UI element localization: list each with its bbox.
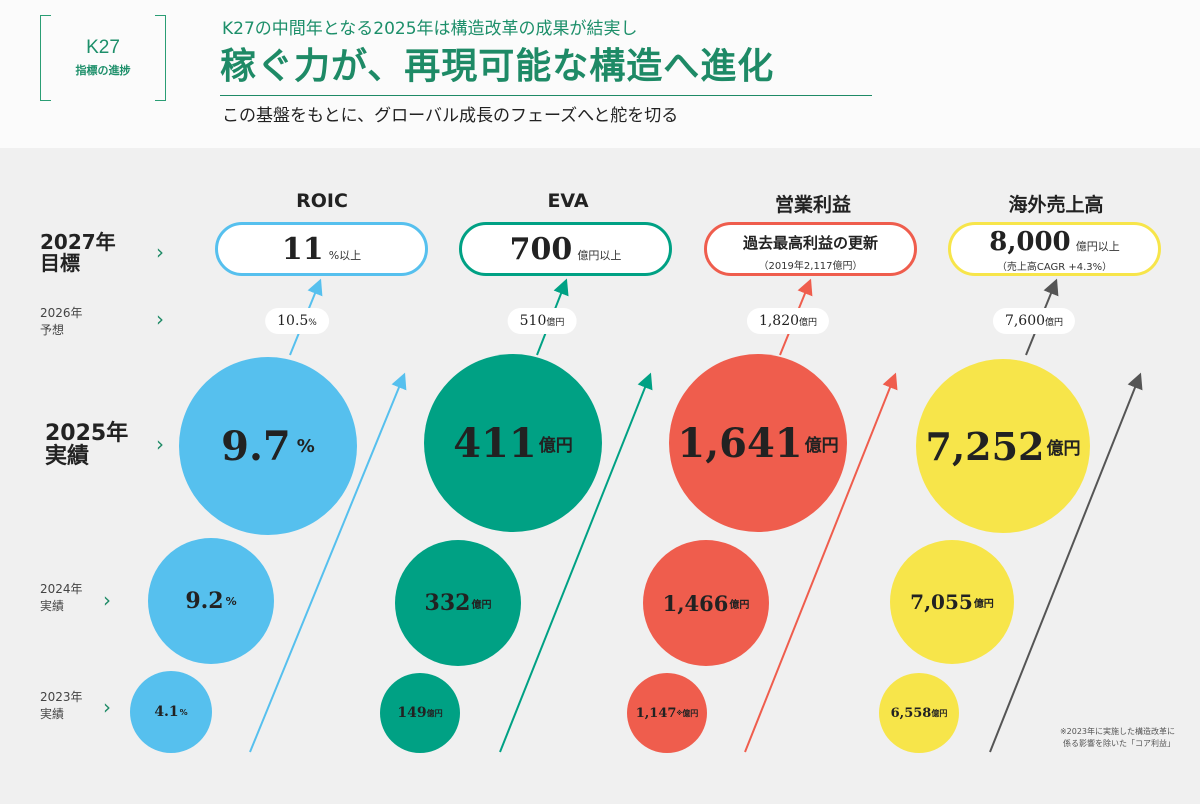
bubble-unit: %: [225, 594, 237, 608]
bubble-value: 1,641: [677, 419, 803, 467]
bubble-eva-2025: 411 億円: [424, 354, 602, 532]
forecast-value: 10.5: [277, 313, 309, 329]
row-label-2023-actual: 2023年 実績: [40, 690, 83, 721]
bubble-unit: 億円: [729, 599, 750, 611]
target-value: 11: [281, 232, 324, 267]
header: K27 指標の進捗 K27の中間年となる2025年は構造改革の成果が結実し 稼ぐ…: [0, 0, 1200, 148]
bubble-unit: 億円: [538, 435, 573, 456]
target-unit: 億円以上: [577, 249, 622, 262]
lead-text: K27の中間年となる2025年は構造改革の成果が結実し: [222, 19, 638, 39]
column-title-roic: ROIC: [296, 190, 348, 212]
forecast-value: 1,820: [758, 313, 800, 329]
bubble-unit: 億円: [931, 708, 948, 718]
op-trend-arrow: [744, 372, 898, 753]
badge-title: K27: [86, 37, 120, 58]
column-title-eva: EVA: [547, 190, 589, 212]
forecast-chip-operating-profit: 1,820億円: [746, 308, 830, 334]
forecast-chip-roic: 10.5%: [265, 308, 329, 334]
bubble-unit: %: [179, 707, 188, 717]
bubble-overseas-sales-2025: 7,252 億円: [916, 359, 1090, 533]
chevron-right-icon: ›: [156, 307, 164, 331]
bubble-unit: 億円: [973, 598, 994, 610]
footnote-line: 係る影響を除いた「コア利益」: [1063, 739, 1175, 748]
bubble-value: 7,055: [910, 590, 973, 614]
target-note: （2019年2,117億円）: [758, 261, 863, 272]
target-value: 8,000: [989, 227, 1071, 257]
subheadline: この基盤をもとに、グローバル成長のフェーズへと舵を切る: [222, 106, 679, 126]
bubble-overseas-sales-2024: 7,055 億円: [890, 540, 1014, 664]
headline: 稼ぐ力が、再現可能な構造へ進化: [220, 46, 775, 87]
headline-rule: [220, 95, 872, 96]
row-label-2025-actual: 2025年 実績: [45, 421, 129, 470]
bubble-value: 9.7: [221, 422, 291, 470]
bubble-eva-2023: 149 億円: [380, 673, 460, 753]
forecast-unit: 億円: [799, 318, 818, 328]
eva-trend-arrow: [499, 372, 653, 753]
target-value: 700: [509, 232, 573, 267]
forecast-unit: %: [308, 318, 317, 328]
target-pill-overseas-sales: 8,000 億円以上 （売上高CAGR +4.3%）: [948, 222, 1161, 276]
bubble-roic-2024: 9.2%: [148, 538, 274, 664]
bubble-roic-2023: 4.1%: [130, 671, 212, 753]
target-unit: 億円以上: [1075, 240, 1120, 253]
target-note: （売上高CAGR +4.3%）: [996, 262, 1113, 273]
bubble-unit: 億円: [804, 435, 839, 456]
target-pill-roic: 11 %以上: [215, 222, 428, 276]
badge-bracket-left: [40, 15, 51, 101]
bubble-operating-profit-2025: 1,641 億円: [669, 354, 847, 532]
target-pill-eva: 700 億円以上: [459, 222, 672, 276]
bubble-value: 6,558: [890, 705, 932, 721]
bubble-value: 149: [397, 705, 427, 721]
bubble-unit: 億円: [682, 708, 699, 718]
forecast-unit: 億円: [1045, 318, 1064, 328]
bubble-unit: %: [296, 435, 315, 457]
overseas-trend-arrow: [989, 372, 1143, 753]
bubble-operating-profit-2023: 1,147 ※ 億円: [627, 673, 707, 753]
target-text: 過去最高利益の更新: [742, 234, 878, 252]
row-label-2024-actual: 2024年 実績: [40, 582, 83, 613]
column-title-overseas-sales: 海外売上高: [1008, 194, 1104, 216]
chevron-right-icon: ›: [103, 588, 111, 612]
target-pill-operating-profit: 過去最高利益の更新 （2019年2,117億円）: [704, 222, 917, 276]
bubble-operating-profit-2024: 1,466 億円: [643, 540, 769, 666]
bubble-note-mark: ※: [676, 709, 683, 717]
forecast-chip-overseas-sales: 7,600億円: [992, 308, 1076, 334]
bubble-unit: 億円: [471, 599, 492, 611]
chevron-right-icon: ›: [156, 240, 164, 264]
badge-subtitle: 指標の進捗: [75, 64, 131, 77]
bubble-value: 1,466: [662, 590, 729, 616]
forecast-value: 510: [519, 313, 547, 329]
bubble-value: 4.1: [154, 704, 179, 720]
row-label-forecast: 2026年 予想: [40, 306, 83, 337]
bubble-value: 7,252: [925, 423, 1045, 469]
chevron-right-icon: ›: [156, 432, 164, 456]
badge-bracket-right: [155, 15, 166, 101]
bubble-value: 411: [453, 419, 537, 467]
target-unit: %以上: [328, 249, 362, 262]
forecast-unit: 億円: [546, 318, 565, 328]
chevron-right-icon: ›: [103, 695, 111, 719]
footnote-line: ※2023年に実施した構造改革に: [1059, 727, 1175, 736]
bubble-roic-2025: 9.7%: [179, 357, 357, 535]
roic-trend-arrow: [249, 372, 407, 753]
forecast-chip-eva: 510億円: [507, 308, 577, 334]
bubble-value: 9.2: [185, 588, 224, 614]
k27-badge: K27 指標の進捗: [40, 15, 166, 101]
forecast-value: 7,600: [1004, 313, 1046, 329]
bubble-value: 332: [424, 590, 471, 616]
bubble-overseas-sales-2023: 6,558 億円: [879, 673, 959, 753]
bubble-value: 1,147: [635, 705, 677, 721]
column-title-operating-profit: 営業利益: [774, 194, 851, 216]
footnote: ※2023年に実施した構造改革に 係る影響を除いた「コア利益」: [1010, 726, 1175, 750]
bubble-unit: 億円: [1046, 438, 1081, 459]
bubble-unit: 億円: [426, 708, 443, 718]
row-label-target: 2027年 目標: [40, 230, 116, 275]
bubble-eva-2024: 332 億円: [395, 540, 521, 666]
